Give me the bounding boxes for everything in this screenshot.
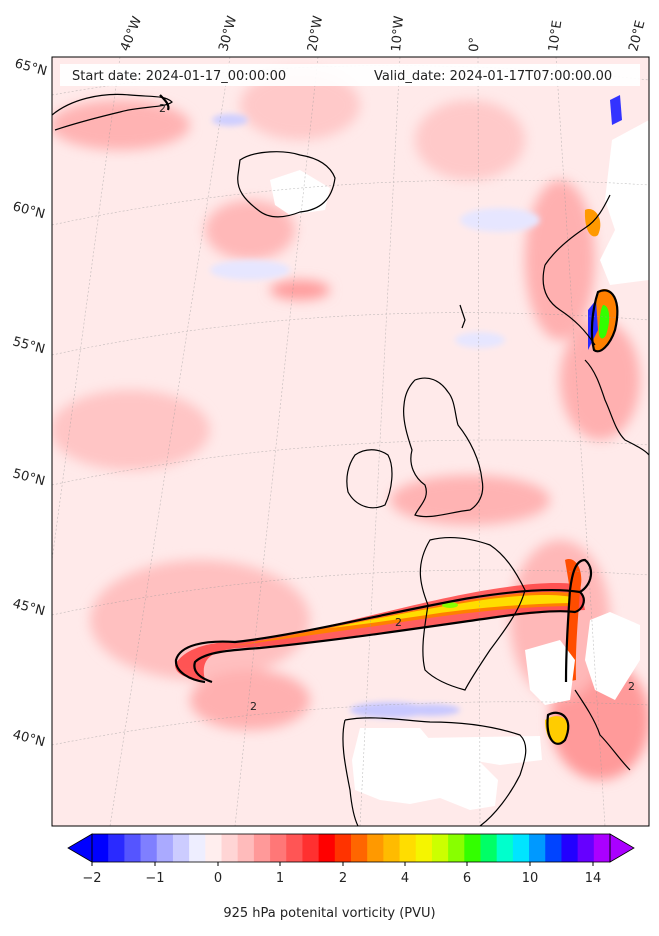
colorbar-swatch (351, 834, 368, 862)
pv-2-contours (159, 94, 619, 745)
colorbar-swatch (496, 834, 514, 862)
lat-label: 40°N (11, 727, 47, 750)
colorbar-tick-label: 0 (214, 871, 222, 886)
colorbar-swatch (593, 834, 611, 862)
colorbar-frame (91, 833, 611, 863)
colorbar-swatch (140, 834, 158, 862)
coastline-ireland (346, 449, 393, 509)
contour-labels: 2 2 2 2 (159, 102, 635, 713)
pv-frontal-band (175, 209, 618, 744)
coastline-great-britain (403, 377, 484, 518)
contour-label: 2 (395, 616, 402, 629)
colorbar-swatch (383, 834, 400, 862)
map-frame (51, 56, 650, 827)
colorbar-swatch (92, 834, 109, 862)
colorbar-swatch (399, 834, 417, 862)
colorbar-swatch (577, 834, 595, 862)
coastline-shetland (459, 304, 466, 329)
colorbar-swatch (172, 834, 190, 862)
colorbar-tick-label: 14 (585, 871, 602, 886)
colorbar-tick-label: 10 (522, 871, 539, 886)
colorbar-swatch (431, 834, 449, 862)
masked-terrain (270, 120, 649, 810)
lon-label: 30°W (216, 14, 240, 53)
pv-negative-areas (210, 114, 540, 718)
colorbar-ticks: −2 −1 0 1 2 4 6 10 14 (82, 862, 601, 886)
lon-label: 20°E (626, 19, 648, 53)
colorbar-swatch (124, 834, 141, 862)
colorbar-swatch (237, 834, 255, 862)
colorbar-tick-label: 1 (276, 871, 284, 886)
colorbar-swatch (253, 834, 271, 862)
coastline-iceland (237, 151, 336, 218)
contour-label: 2 (159, 102, 166, 115)
valid-date-label: Valid_date: 2024-01-17T07:00:00.00 (374, 69, 612, 84)
lon-label: 0° (467, 37, 483, 52)
colorbar-swatch (367, 834, 384, 862)
colorbar-swatch (270, 834, 287, 862)
start-date-label: Start date: 2024-01-17_00:00:00 (72, 69, 286, 84)
colorbar-swatch (529, 834, 546, 862)
map-panel: 2 2 2 2 Start date: 2024-01-17_00:00:00 … (52, 57, 649, 826)
colorbar-swatch (156, 834, 174, 862)
colorbar-swatch (545, 834, 562, 862)
colorbar-swatch (512, 834, 530, 862)
coastline-italy (574, 689, 631, 771)
latitude-labels: 65°N 60°N 55°N 50°N 45°N 40°N (11, 56, 49, 750)
colorbar-tick-label: −2 (82, 871, 101, 886)
coastline-scandinavia (542, 194, 611, 346)
colorbar-swatch (302, 834, 320, 862)
colorbar-swatch (286, 834, 303, 862)
colorbar-swatch (108, 834, 125, 862)
colorbar-swatch (318, 834, 336, 862)
colorbar-tick-label: 6 (463, 871, 471, 886)
longitude-labels: 40°W 30°W 20°W 10°W 0° 10°E 20°E (118, 14, 649, 53)
lon-label: 20°W (305, 15, 326, 53)
lat-label: 55°N (11, 334, 47, 357)
colorbar-swatch (189, 834, 206, 862)
colorbar-swatch (205, 834, 222, 862)
colorbar-label: 925 hPa potenital vorticity (PVU) (223, 906, 436, 921)
colorbar-swatch (334, 834, 352, 862)
lat-label: 60°N (11, 199, 47, 222)
colorbar-swatch (221, 834, 239, 862)
colorbar-tick-label: 2 (339, 871, 347, 886)
colorbar-max-extend (609, 833, 635, 863)
lat-label: 65°N (13, 56, 49, 79)
colorbar-tick-label: 4 (401, 871, 409, 886)
coastline-iberia (342, 717, 527, 826)
coastline-denmark-baltic (584, 359, 649, 456)
colorbar-swatch (480, 834, 498, 862)
coastline-greenland (52, 93, 173, 131)
colorbar-swatch (561, 834, 579, 862)
lon-label: 40°W (118, 14, 145, 53)
header-strip (60, 64, 640, 86)
contour-label: 2 (250, 700, 257, 713)
colorbar-swatch (464, 834, 481, 862)
colorbar-tick-label: −1 (145, 871, 164, 886)
colorbar-swatch (448, 834, 465, 862)
colorbar (67, 833, 635, 863)
lat-label: 50°N (11, 466, 47, 489)
contour-label: 2 (628, 680, 635, 693)
lon-label: 10°E (546, 20, 565, 53)
lon-label: 10°W (389, 15, 407, 52)
colorbar-min-extend (67, 833, 93, 863)
lat-label: 45°N (11, 596, 47, 619)
colorbar-swatch (415, 834, 433, 862)
